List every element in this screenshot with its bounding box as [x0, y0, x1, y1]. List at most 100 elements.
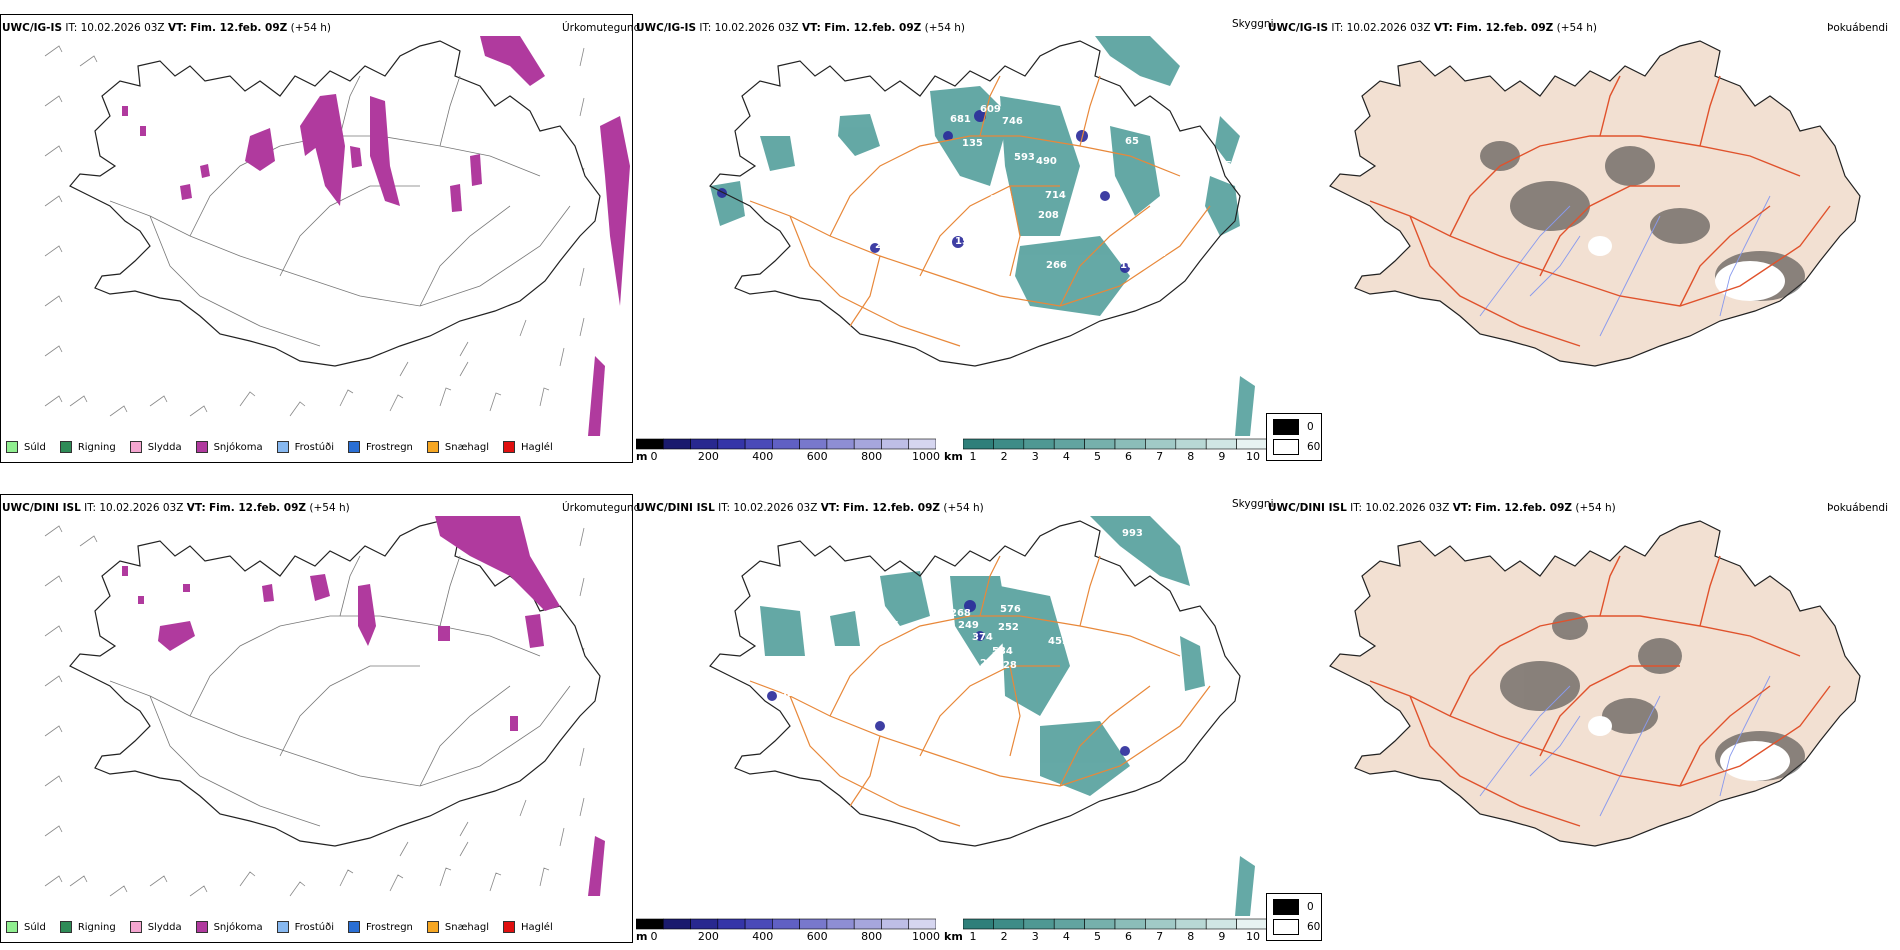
snow-areas — [122, 36, 630, 436]
height-spots — [767, 600, 1130, 756]
legend-label: Frostúði — [294, 441, 334, 453]
colorbar-tick: 10 — [1246, 450, 1260, 463]
colorbar-segment — [881, 438, 910, 450]
legend-label: Snjókoma — [213, 441, 263, 453]
colorbar-segment — [1205, 918, 1237, 930]
cloud-value-label: 247 — [968, 718, 989, 729]
it-label: IT: — [699, 22, 712, 34]
colorbar-segment — [993, 438, 1025, 450]
height-colorbar — [636, 438, 936, 450]
colorbar-tick: 600 — [806, 450, 828, 463]
fog-legend-label: 0 — [1307, 421, 1314, 433]
colorbar-tick: 0 — [650, 930, 658, 943]
precip-panel — [0, 14, 633, 463]
cloud-value-label: 681 — [950, 114, 971, 125]
colorbar-segment — [1145, 438, 1177, 450]
fog-map — [1329, 520, 1861, 847]
legend-item: Snæhagl — [426, 441, 490, 453]
vt-value: Fim. 12.feb. 09Z — [1456, 22, 1554, 34]
colorbar-tick: 9 — [1218, 450, 1226, 463]
lead-time: (+54 h) — [309, 502, 350, 514]
cloud-value-label: 609 — [980, 104, 1001, 115]
fog-swatch — [1273, 919, 1299, 935]
legend-item: Frostregn — [348, 441, 413, 453]
colorbar-tick: 8 — [1187, 930, 1195, 943]
colorbar-segment — [881, 918, 910, 930]
it-value: 10.02.2026 03Z — [714, 22, 799, 34]
model-name: UWC/DINI ISL — [1268, 502, 1347, 514]
colorbar-segment — [1145, 918, 1177, 930]
vis-colorbar — [963, 438, 1267, 450]
colorbar-tick: 8 — [1187, 450, 1195, 463]
height-unit: m — [636, 930, 648, 943]
colorbar-segment — [963, 438, 994, 450]
colorbar-tick: 200 — [697, 450, 719, 463]
it-value: 10.02.2026 03Z — [733, 502, 818, 514]
legend-swatch — [129, 921, 142, 933]
lead-time: (+54 h) — [1556, 22, 1597, 34]
colorbar-segment — [826, 438, 855, 450]
legend-item: Frostúði — [276, 441, 334, 453]
cloud-value-label: 828 — [996, 660, 1017, 671]
cloud-title: Skyggni — [1232, 18, 1274, 30]
legend-item: Slydda — [129, 441, 182, 453]
vt-label: VT: — [1452, 502, 1472, 514]
colorbar-segment — [799, 918, 828, 930]
cloud-value-label: 150 — [955, 236, 976, 247]
cloud-value-label: 250 — [1158, 176, 1179, 187]
lead-time: (+54 h) — [290, 22, 331, 34]
legend-label: Snæhagl — [444, 441, 490, 453]
cloud-value-label: 205 — [912, 724, 933, 735]
vt-label: VT: — [167, 22, 187, 34]
colorbar-segment — [1236, 438, 1267, 450]
vt-label: VT: — [186, 502, 206, 514]
colorbar-segment — [744, 438, 773, 450]
colorbar-segment — [799, 438, 828, 450]
legend-swatch — [426, 921, 439, 933]
model-name: UWC/IG-IS — [1268, 22, 1329, 34]
cloud-value-label: 249 — [958, 620, 979, 631]
legend-label: Frostregn — [366, 441, 413, 453]
colorbar-segment — [1175, 438, 1207, 450]
cloud-value-label: 490 — [1036, 156, 1057, 167]
model-name: UWC/DINI ISL — [636, 502, 715, 514]
vt-label: VT: — [801, 22, 821, 34]
cloud-value-label: 208 — [1038, 210, 1059, 221]
colorbar-segment — [662, 438, 691, 450]
fog-title: Þokuábendi — [1827, 502, 1888, 514]
colorbar-tick: 400 — [752, 930, 774, 943]
run-header: UWC/DINI ISL IT: 10.02.2026 03Z VT: Fim.… — [636, 502, 984, 514]
vt-value: Fim. 12.feb. 09Z — [843, 502, 941, 514]
cloud-value-label: 135 — [962, 138, 983, 149]
cloud-value-label: 531 — [745, 190, 766, 201]
colorbar-segment — [853, 918, 882, 930]
colorbar-tick: 0 — [650, 450, 658, 463]
legend-swatch — [195, 441, 208, 453]
colorbar-segment — [993, 918, 1025, 930]
legend-swatch — [59, 441, 72, 453]
legend-label: Slydda — [147, 921, 182, 933]
cloud-value-label: 247 — [980, 658, 1001, 669]
cloud-value-label: 268 — [950, 608, 971, 619]
fog-legend-label: 60 — [1307, 441, 1321, 453]
colorbar-segment — [1053, 918, 1085, 930]
fog-legend-item: 60 — [1273, 439, 1320, 455]
run-header: UWC/DINI ISL IT: 10.02.2026 03Z VT: Fim.… — [2, 502, 350, 514]
it-label: IT: — [1350, 502, 1363, 514]
fog-title: Þokuábendi — [1827, 22, 1888, 34]
colorbar-tick: 800 — [861, 930, 883, 943]
precip-map — [44, 516, 605, 897]
legend-item: Snæhagl — [426, 921, 489, 933]
vis-unit: km — [944, 930, 963, 943]
cloud-title: Skyggni — [1232, 498, 1274, 510]
colorbar-segment — [1023, 918, 1055, 930]
model-name: UWC/IG-IS — [636, 22, 697, 34]
legend-label: Frostregn — [366, 921, 413, 933]
vis-areas — [710, 36, 1255, 436]
colorbar-segment — [1114, 438, 1146, 450]
run-header: UWC/IG-IS IT: 10.02.2026 03Z VT: Fim. 12… — [636, 22, 965, 34]
cloud-value-label: 576 — [1000, 604, 1021, 615]
colorbar-segment — [717, 918, 746, 930]
snow-areas — [122, 516, 605, 896]
colorbar-tick: 3 — [1031, 450, 1039, 463]
